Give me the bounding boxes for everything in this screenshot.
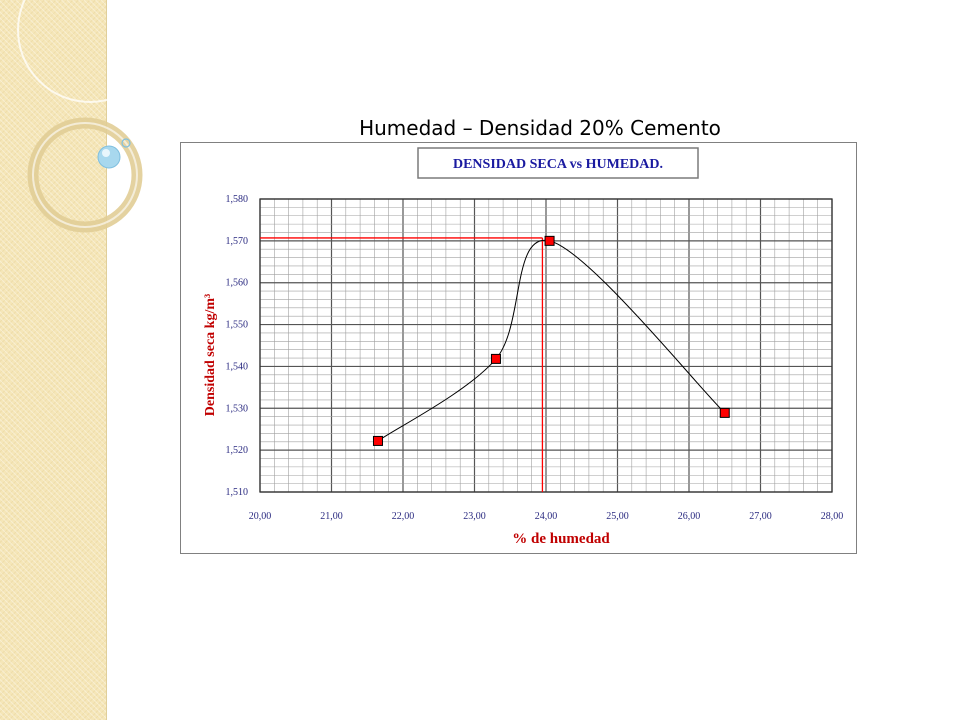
fit-curve-path <box>377 239 726 442</box>
slide-decoration <box>17 0 163 233</box>
x-axis-label: % de humedad <box>512 531 610 547</box>
deco-bubble-large <box>97 145 121 169</box>
y-tick-label: 1,580 <box>226 194 249 205</box>
optimum-reference-lines <box>260 237 544 492</box>
x-tick-label: 28,00 <box>821 511 844 522</box>
x-tick-labels: 20,00 21,00 22,00 23,00 24,00 25,00 26,00 27,00… <box>249 511 844 522</box>
deco-bubble-highlight <box>102 149 110 157</box>
data-points <box>372 235 730 446</box>
y-axis-label: Densidad seca kg/m³ <box>203 294 218 416</box>
chart-title: DENSIDAD SECA vs HUMEDAD. <box>453 157 663 172</box>
y-tick-label: 1,510 <box>226 487 249 498</box>
data-point <box>544 235 555 246</box>
plot-border <box>259 198 833 493</box>
x-tick-label: 20,00 <box>249 511 272 522</box>
x-tick-label: 26,00 <box>678 511 701 522</box>
y-tick-label: 1,560 <box>226 278 249 289</box>
x-tick-label: 25,00 <box>606 511 629 522</box>
y-tick-label: 1,570 <box>226 236 249 247</box>
y-tick-labels: 1,510 1,520 1,530 1,540 1,550 1,560 1,570 1,580 <box>226 194 249 498</box>
y-tick-label: 1,540 <box>226 361 249 372</box>
x-tick-label: 24,00 <box>535 511 558 522</box>
x-tick-label: 23,00 <box>463 511 486 522</box>
deco-ring-large <box>17 0 163 103</box>
deco-ring-inner <box>32 122 138 228</box>
deco-bubble-small <box>121 138 131 148</box>
fit-curve <box>377 239 726 442</box>
data-point <box>490 353 501 364</box>
x-tick-label: 22,00 <box>392 511 415 522</box>
y-tick-label: 1,520 <box>226 445 249 456</box>
y-tick-label: 1,530 <box>226 403 249 414</box>
x-tick-label: 21,00 <box>320 511 343 522</box>
chart-title-box: DENSIDAD SECA vs HUMEDAD. <box>417 147 699 179</box>
chart-svg: 1,510 1,520 1,530 1,540 1,550 1,560 1,570 1,580… <box>203 147 844 547</box>
data-point <box>719 407 730 418</box>
slide-title: Humedad – Densidad 20% Cemento <box>359 116 721 140</box>
data-point <box>372 435 383 446</box>
chart-grid <box>259 198 833 493</box>
chart-area: 1,510 1,520 1,530 1,540 1,550 1,560 1,570 1,580… <box>180 142 857 554</box>
x-tick-label: 27,00 <box>749 511 772 522</box>
y-tick-label: 1,550 <box>226 320 249 331</box>
